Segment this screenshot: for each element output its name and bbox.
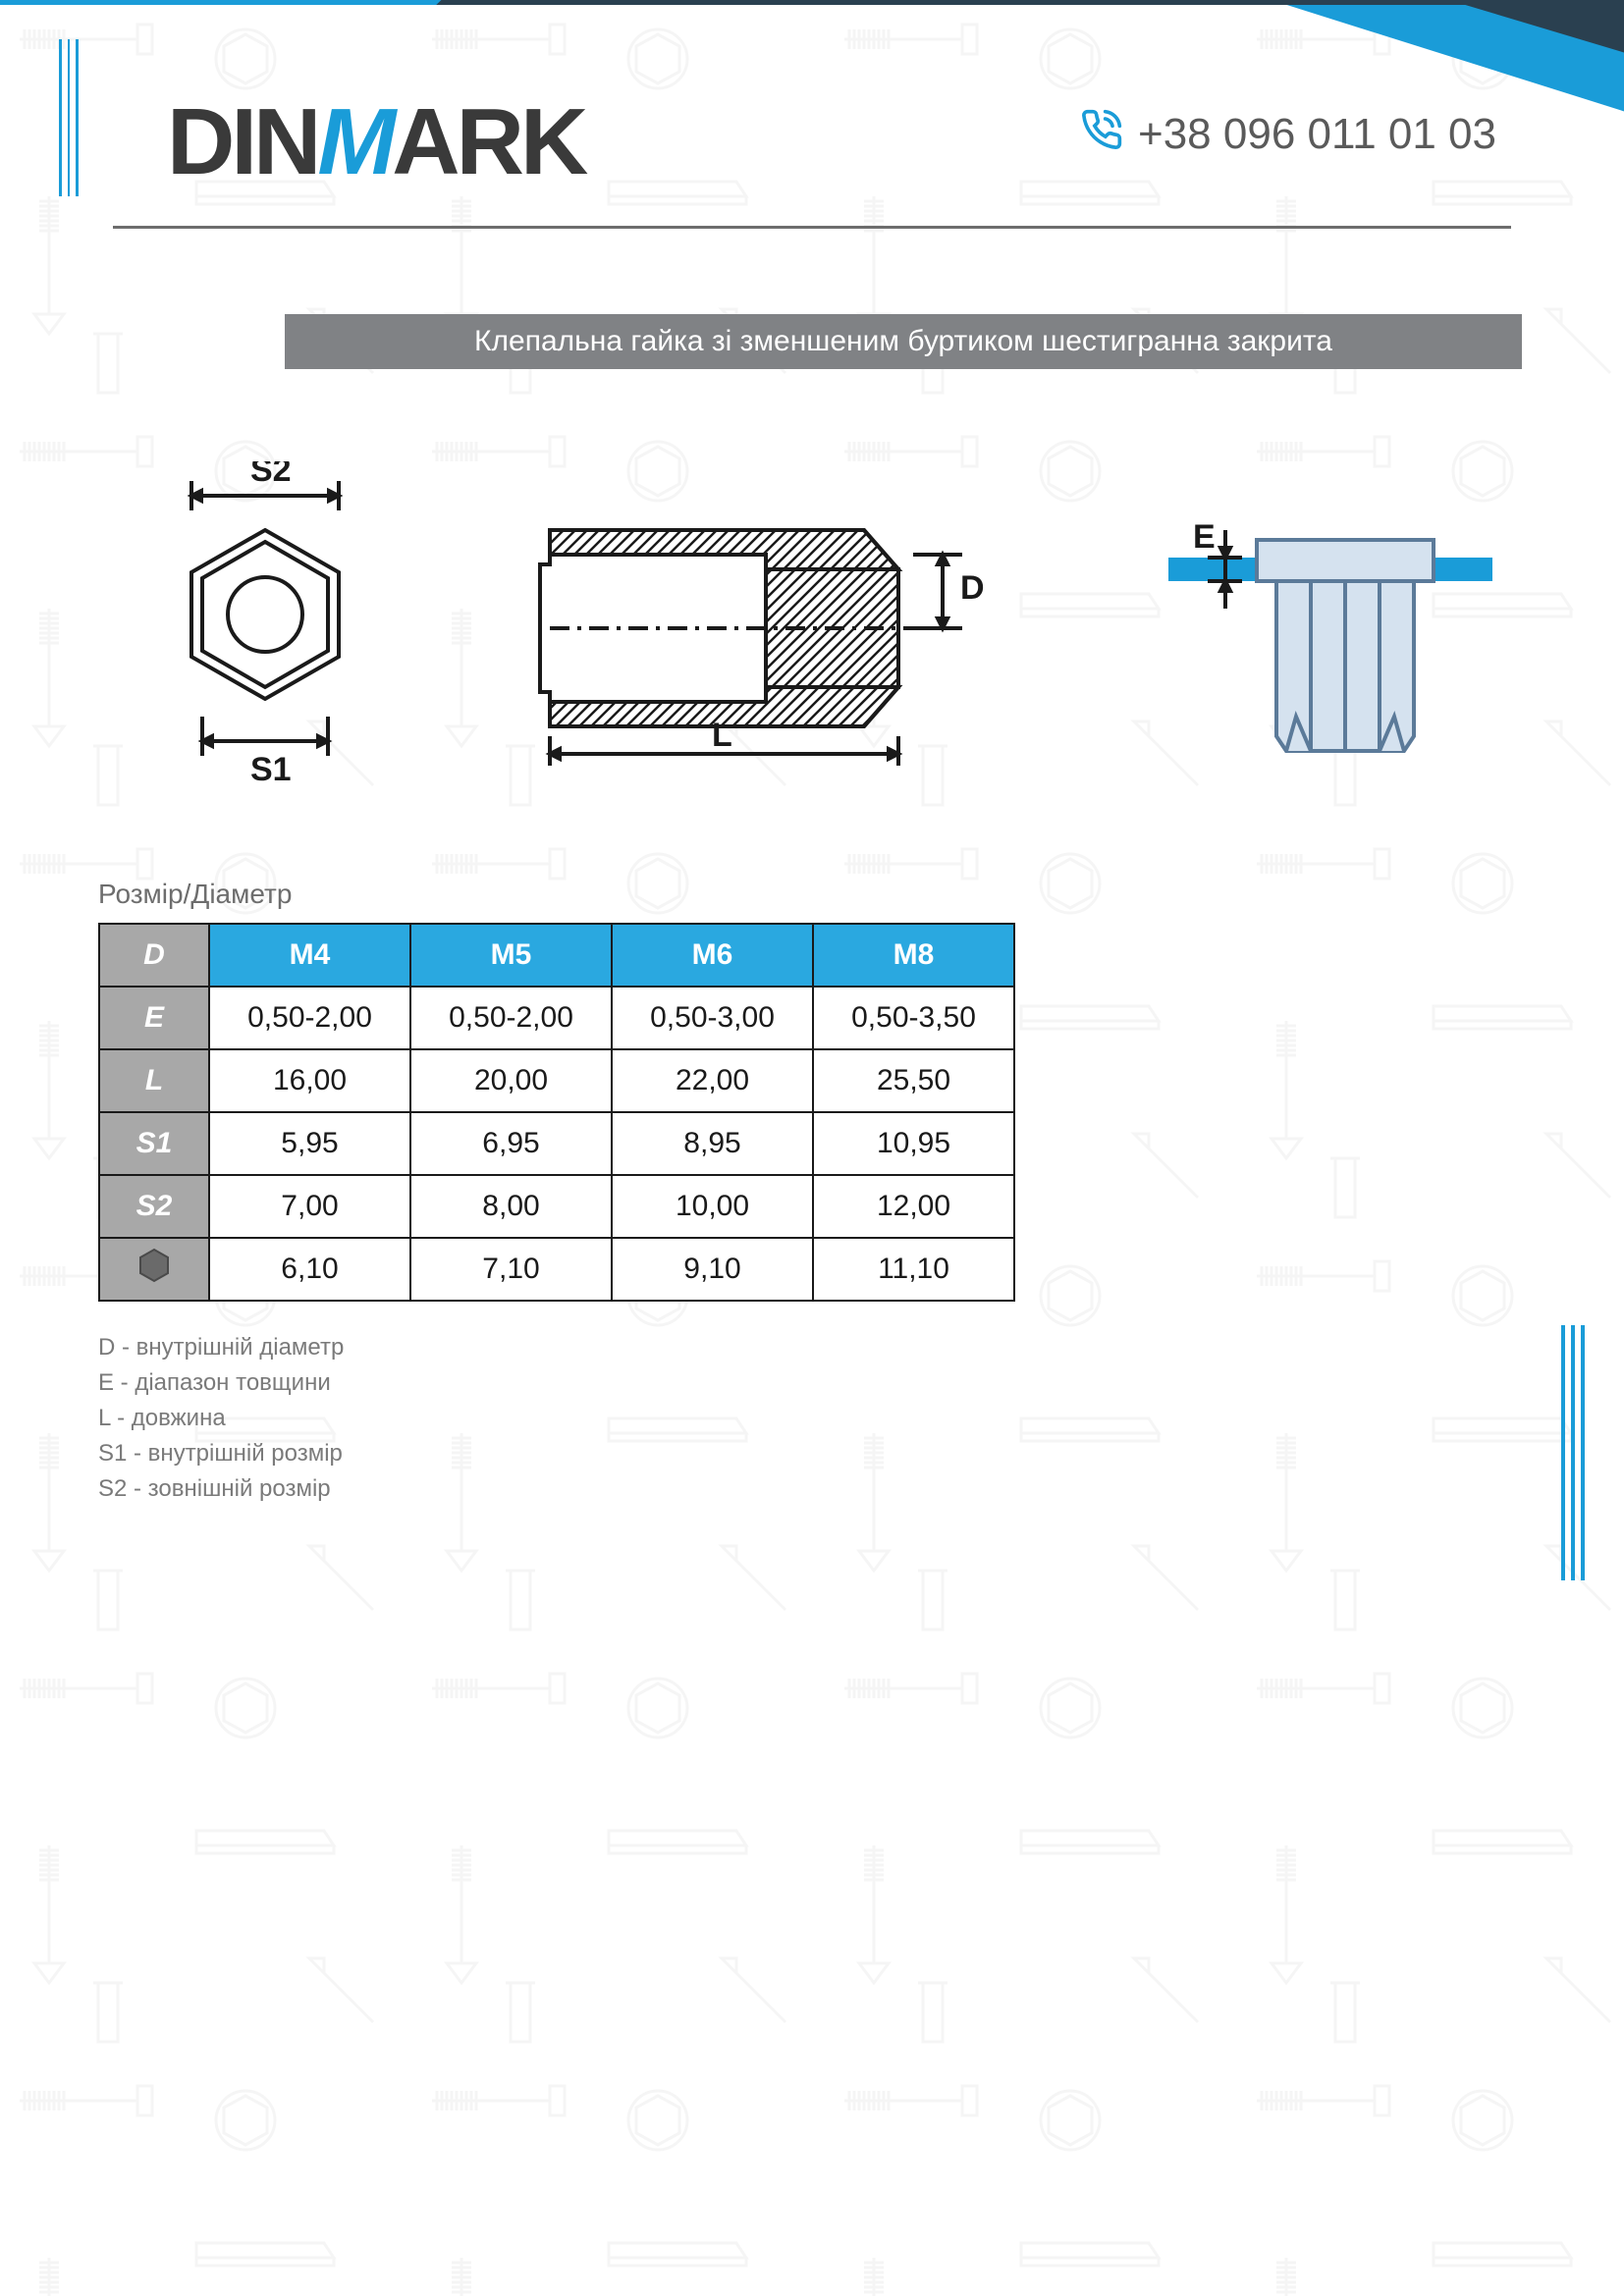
table-cell: 7,10	[410, 1238, 612, 1301]
table-cell: 10,00	[612, 1175, 813, 1238]
row-header-hex-icon	[99, 1238, 209, 1301]
row-header: S2	[99, 1175, 209, 1238]
svg-text:L: L	[712, 717, 732, 754]
col-header: M5	[410, 924, 612, 987]
col-header: M6	[612, 924, 813, 987]
legend-line: L - довжина	[98, 1401, 344, 1436]
svg-text:E: E	[1193, 520, 1216, 556]
table-row: S2 7,00 8,00 10,00 12,00	[99, 1175, 1014, 1238]
table-cell: 0,50-3,00	[612, 987, 813, 1049]
table-row: L 16,00 20,00 22,00 25,50	[99, 1049, 1014, 1112]
table-cell: 12,00	[813, 1175, 1014, 1238]
table-cell: 5,95	[209, 1112, 410, 1175]
svg-text:S2: S2	[250, 461, 292, 489]
col-header: M4	[209, 924, 410, 987]
table-cell: 0,50-2,00	[410, 987, 612, 1049]
table-cell: 16,00	[209, 1049, 410, 1112]
table-cell: 8,00	[410, 1175, 612, 1238]
table-cell: 25,50	[813, 1049, 1014, 1112]
diagram-install-view: E	[1139, 520, 1512, 775]
table-cell: 20,00	[410, 1049, 612, 1112]
svg-text:D: D	[960, 569, 985, 607]
phone-block: +38 096 011 01 03	[1080, 108, 1496, 161]
row-header: S1	[99, 1112, 209, 1175]
logo-post: ARK	[392, 89, 584, 194]
legend-line: D - внутрішній діаметр	[98, 1330, 344, 1365]
table-cell: 6,95	[410, 1112, 612, 1175]
accent-lines-right	[1561, 1325, 1585, 1580]
diagram-top-view: S2 S1	[137, 461, 393, 785]
table-cell: 0,50-3,50	[813, 987, 1014, 1049]
table-cell: 10,95	[813, 1112, 1014, 1175]
logo-pre: DIN	[167, 89, 317, 194]
table-row: S1 5,95 6,95 8,95 10,95	[99, 1112, 1014, 1175]
table-cell: 6,10	[209, 1238, 410, 1301]
row-header: D	[99, 924, 209, 987]
table-cell: 7,00	[209, 1175, 410, 1238]
phone-number: +38 096 011 01 03	[1138, 110, 1496, 159]
phone-icon	[1080, 108, 1123, 161]
page-title: Клепальна гайка зі зменшеним буртиком ше…	[474, 325, 1332, 358]
header-underline	[113, 226, 1511, 229]
table-cell: 9,10	[612, 1238, 813, 1301]
logo-accent: M	[317, 89, 392, 194]
table-caption: Розмір/Діаметр	[98, 879, 292, 910]
col-header: M8	[813, 924, 1014, 987]
legend-line: E - діапазон товщини	[98, 1365, 344, 1401]
legend-line: S2 - зовнішній розмір	[98, 1471, 344, 1507]
row-header: E	[99, 987, 209, 1049]
row-header: L	[99, 1049, 209, 1112]
svg-text:S1: S1	[250, 751, 292, 785]
accent-lines-top	[59, 39, 79, 196]
title-bar: Клепальна гайка зі зменшеним буртиком ше…	[285, 314, 1522, 369]
table-cell: 22,00	[612, 1049, 813, 1112]
table-row: E 0,50-2,00 0,50-2,00 0,50-3,00 0,50-3,5…	[99, 987, 1014, 1049]
diagram-side-view: D L	[511, 501, 1021, 775]
table-cell: 0,50-2,00	[209, 987, 410, 1049]
hexagon-icon	[135, 1246, 174, 1285]
diagram-area: S2 S1	[118, 461, 1502, 805]
table-cell: 11,10	[813, 1238, 1014, 1301]
table-cell: 8,95	[612, 1112, 813, 1175]
legend: D - внутрішній діаметр E - діапазон товщ…	[98, 1330, 344, 1507]
legend-line: S1 - внутрішній розмір	[98, 1436, 344, 1471]
spec-table: D M4 M5 M6 M8 E 0,50-2,00 0,50-2,00 0,50…	[98, 923, 1015, 1302]
brand-logo: DINMARK	[167, 88, 584, 196]
table-row: D M4 M5 M6 M8	[99, 924, 1014, 987]
table-row: 6,10 7,10 9,10 11,10	[99, 1238, 1014, 1301]
